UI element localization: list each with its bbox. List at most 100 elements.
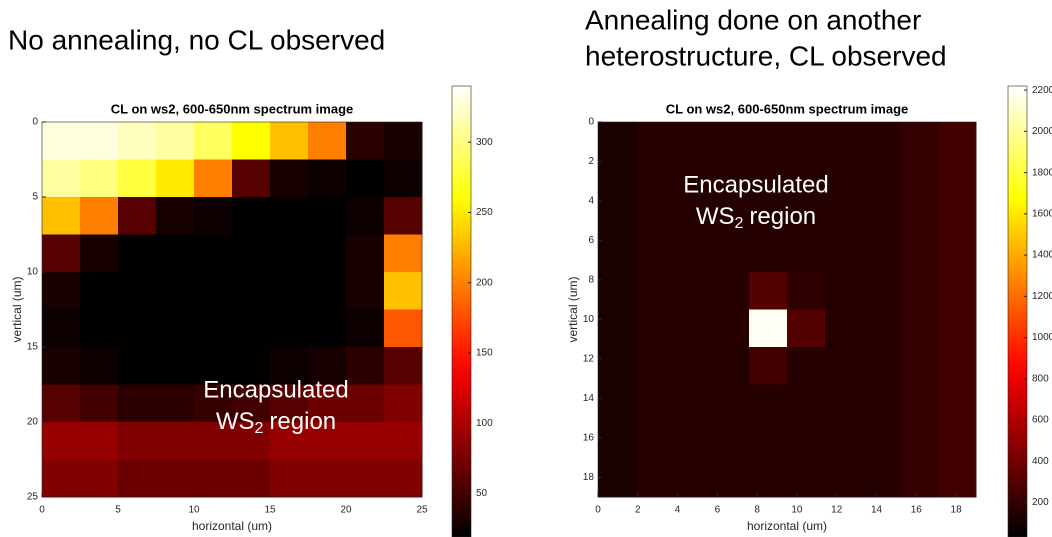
heat-cell xyxy=(635,234,675,273)
x-tick-label: 12 xyxy=(831,505,843,516)
heat-cell xyxy=(308,234,347,273)
colorbar-tick-label: 250 xyxy=(476,207,493,218)
heat-cell xyxy=(900,159,939,198)
heat-cell xyxy=(787,459,826,498)
heat-cell xyxy=(270,197,309,235)
annotation: WS2 region xyxy=(696,203,816,232)
heat-cell xyxy=(156,159,195,198)
heat-cell xyxy=(232,159,271,198)
heat-cell xyxy=(42,309,81,348)
x-tick-label: 10 xyxy=(791,505,803,516)
heat-cell xyxy=(308,422,347,460)
y-tick-label: 4 xyxy=(588,196,594,207)
heat-cell xyxy=(346,197,385,235)
heat-cell xyxy=(673,459,712,498)
heat-cell xyxy=(42,159,81,198)
heat-cell xyxy=(938,272,977,310)
heat-cell xyxy=(635,384,675,423)
y-tick-label: 20 xyxy=(27,417,39,428)
heat-cell xyxy=(598,234,637,273)
colorbar-tick-label: 50 xyxy=(476,488,488,499)
heat-cell xyxy=(787,122,826,160)
heat-cell xyxy=(673,122,712,160)
heat-cell xyxy=(194,197,233,235)
x-axis-label: horizontal (um) xyxy=(747,519,827,533)
heat-cell xyxy=(80,122,119,160)
annotation-sub: 2 xyxy=(735,215,744,232)
heat-cell xyxy=(862,122,901,160)
y-axis-label: vertical (um) xyxy=(10,276,24,342)
heat-cell xyxy=(118,309,157,348)
heat-cell xyxy=(749,234,788,273)
heat-cell xyxy=(308,384,347,423)
heat-cell xyxy=(598,347,637,385)
heat-cell xyxy=(194,459,233,498)
heat-cell xyxy=(862,197,901,235)
colorbar-tick-label: 300 xyxy=(476,137,493,148)
heat-cell xyxy=(711,384,750,423)
y-tick-label: 15 xyxy=(27,342,39,353)
y-tick-label: 18 xyxy=(583,472,595,483)
colorbar-tick-label: 1600 xyxy=(1032,208,1052,219)
colorbar xyxy=(451,85,472,537)
y-tick-label: 16 xyxy=(583,432,595,443)
heat-cell xyxy=(938,159,977,198)
heat-cell xyxy=(270,309,309,348)
annotation: Encapsulated xyxy=(683,171,828,198)
heat-cell xyxy=(673,272,712,310)
heat-cell xyxy=(900,422,939,460)
heat-cell xyxy=(232,422,271,460)
heat-cell xyxy=(787,384,826,423)
heat-cell xyxy=(711,309,750,348)
y-tick-label: 6 xyxy=(588,235,594,246)
heat-cell xyxy=(118,384,157,423)
heat-cell xyxy=(711,272,750,310)
heat-cell xyxy=(938,309,977,348)
x-tick-label: 0 xyxy=(595,505,601,516)
heat-cell xyxy=(346,234,385,273)
heat-cell xyxy=(156,197,195,235)
chart-title: CL on ws2, 600-650nm spectrum image xyxy=(666,101,909,116)
x-axis-label: horizontal (um) xyxy=(192,519,272,533)
x-tick-label: 14 xyxy=(871,505,883,516)
heat-cell xyxy=(80,272,119,310)
heat-cell xyxy=(232,309,271,348)
heat-cell xyxy=(42,459,81,498)
heat-cell xyxy=(598,122,637,160)
x-tick-label: 20 xyxy=(340,505,352,516)
heat-cell xyxy=(194,384,233,423)
heat-cell xyxy=(711,422,750,460)
colorbar-tick-label: 150 xyxy=(476,348,493,359)
slide-heading: No annealing, no CL observed xyxy=(8,24,385,55)
heat-cell xyxy=(232,459,271,498)
heat-cell xyxy=(787,272,826,310)
colorbar-tick-label: 200 xyxy=(1032,497,1049,508)
plot-frame xyxy=(597,121,977,498)
y-axis-label: vertical (um) xyxy=(566,276,580,342)
heat-cell xyxy=(635,197,675,235)
heat-cell xyxy=(862,384,901,423)
y-tick-label: 8 xyxy=(588,275,594,286)
heat-cell xyxy=(598,422,637,460)
colorbar-tick-label: 600 xyxy=(1032,415,1049,426)
heat-cell xyxy=(900,347,939,385)
heat-cell xyxy=(156,422,195,460)
heat-cell xyxy=(346,159,385,198)
x-tick-label: 2 xyxy=(635,505,641,516)
heat-cell xyxy=(270,459,309,498)
heat-cell xyxy=(308,159,347,198)
heat-cell xyxy=(308,272,347,310)
heat-cell xyxy=(384,234,423,273)
heat-cell xyxy=(270,347,309,385)
x-tick-label: 16 xyxy=(911,505,923,516)
heat-cell xyxy=(346,422,385,460)
heat-cell xyxy=(118,197,157,235)
x-tick-label: 10 xyxy=(188,505,200,516)
heat-cell xyxy=(232,234,271,273)
heat-cell xyxy=(635,309,675,348)
heat-cell xyxy=(232,272,271,310)
heat-cell xyxy=(308,347,347,385)
heat-cell xyxy=(749,272,788,310)
heat-cell xyxy=(749,384,788,423)
heat-cell xyxy=(384,347,423,385)
